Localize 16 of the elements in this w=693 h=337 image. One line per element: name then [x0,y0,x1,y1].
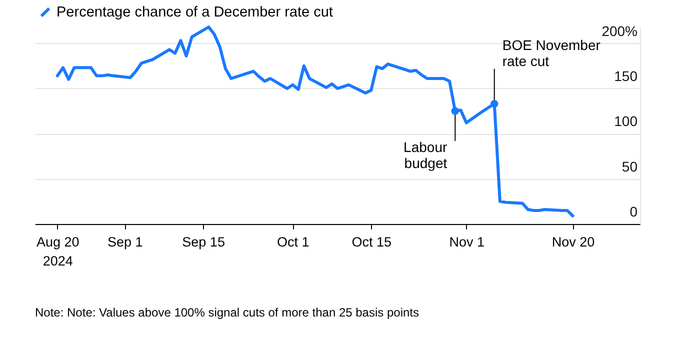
annotation: Labour budget [404,139,448,172]
x-tick-label: Nov 20 [552,234,595,250]
x-tick-label: Oct 1 [277,234,310,250]
x-tick-label: Oct 15 [352,234,392,250]
text: Note: Note: Values above 100% signal cuts of more than 25 basis points [35,306,420,320]
legend-label: Percentage chance of a December rate cut [56,4,333,20]
y-tick-label: 0 [630,204,638,220]
y-tick-label: 150 [614,68,638,84]
y-tick-label: 100 [614,113,638,130]
x-tick-label: Sep 15 [182,234,225,250]
annotation: BOE November rate cut [502,36,601,69]
y-tick-label: 50 [622,158,638,174]
y-tick-label: 200% [602,22,638,39]
x-tick-label: Aug 20 2024 [36,234,80,268]
x-tick-label: Nov 1 [449,234,484,250]
x-tick-label: Sep 1 [107,234,143,250]
